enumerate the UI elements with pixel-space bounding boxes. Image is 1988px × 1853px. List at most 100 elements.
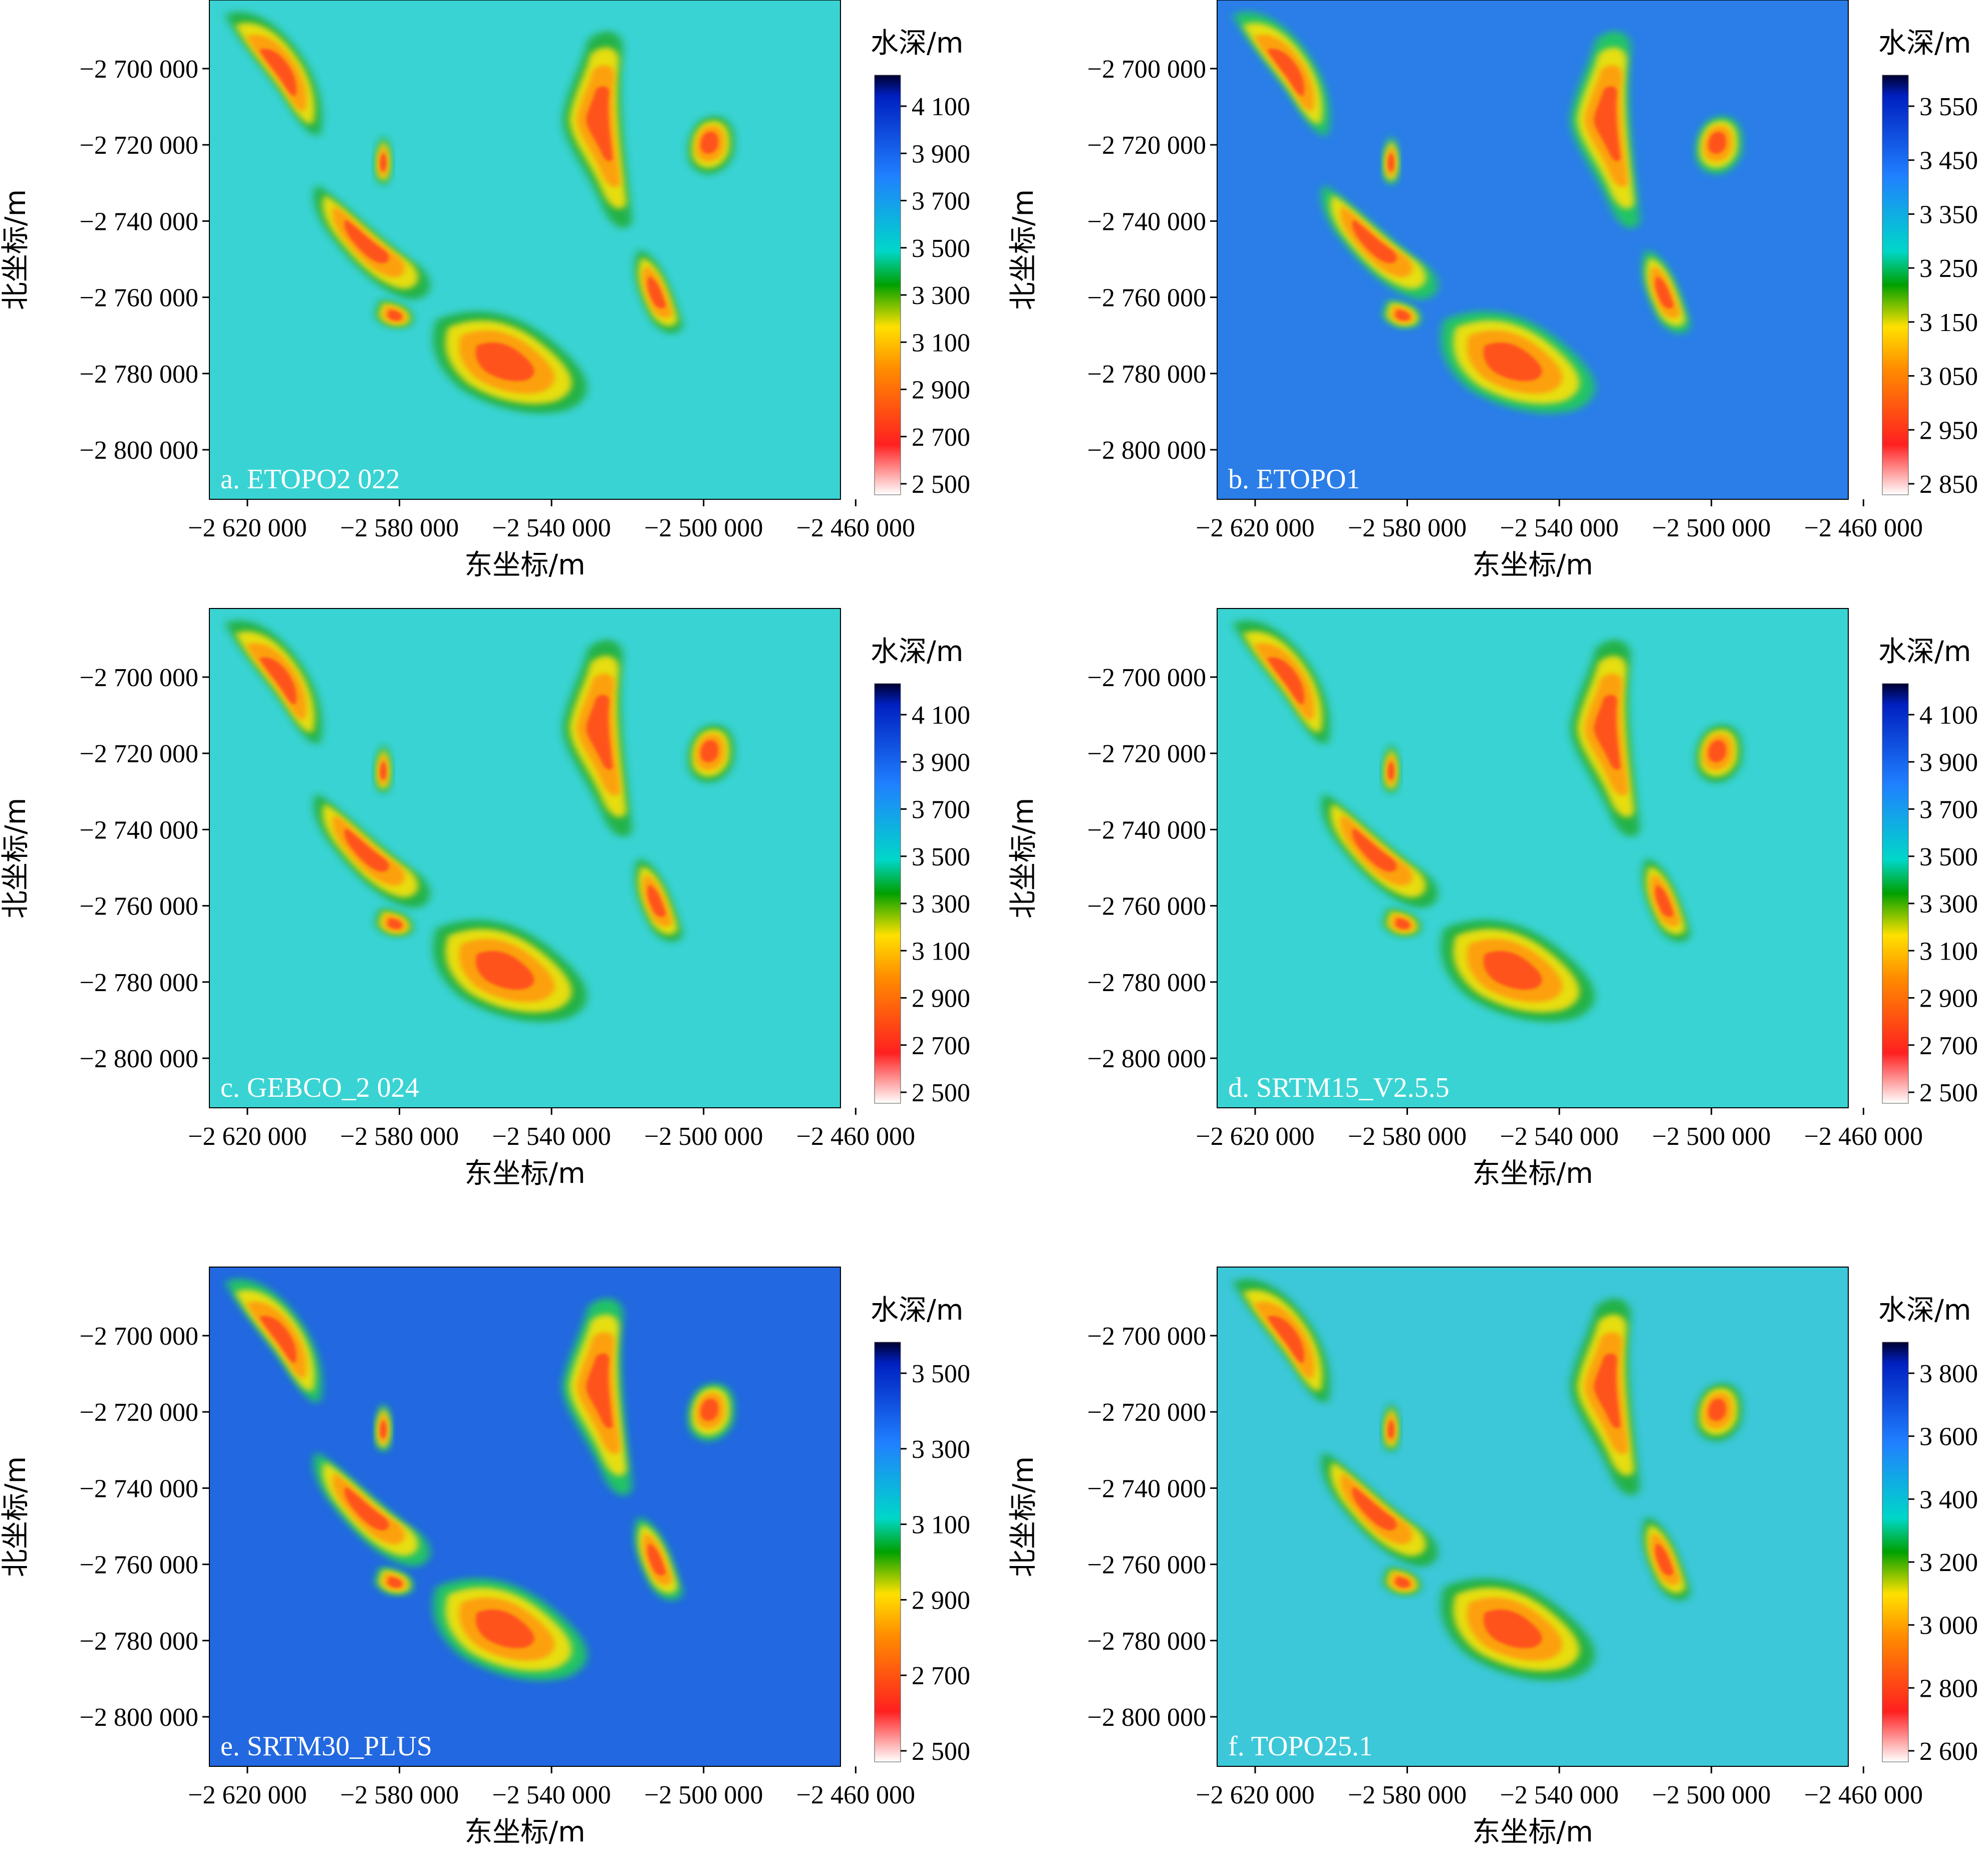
colorbar-tick-label: 2 850 (1919, 470, 1978, 499)
y-tick-label: −2 700 000 (1087, 664, 1206, 692)
y-tick-label: −2 800 000 (1087, 1045, 1206, 1073)
x-tick-label: −2 500 000 (1652, 1781, 1771, 1809)
seamount-shape (1267, 657, 1304, 705)
seamount-shape (700, 132, 718, 154)
x-tick-label: −2 620 000 (188, 1781, 307, 1809)
colorbar-tick-label: 3 500 (912, 843, 970, 871)
x-axis-title: 东坐标/m (464, 1157, 585, 1190)
seamount-shape (475, 951, 534, 990)
y-axis-title: 北坐标/m (0, 798, 32, 918)
colorbar-tick-label: 2 500 (912, 1737, 970, 1766)
seamount-shape (1352, 219, 1397, 263)
colorbar-tick-label: 2 950 (1919, 416, 1978, 445)
panel-label: c. GEBCO_2 024 (220, 1072, 419, 1103)
seamount-shape (1655, 885, 1674, 917)
seamount-shape (700, 1399, 718, 1421)
colorbar-tick-label: 3 250 (1919, 254, 1978, 283)
x-tick-label: −2 580 000 (1348, 514, 1467, 542)
seamount-shape (700, 740, 718, 763)
x-tick-label: −2 540 000 (492, 1781, 611, 1809)
x-tick-label: −2 540 000 (1500, 514, 1618, 542)
y-tick-label: −2 760 000 (1087, 892, 1206, 921)
colorbar (1882, 683, 1909, 1104)
seamount-shape (1387, 1419, 1394, 1439)
y-tick-label: −2 720 000 (80, 1398, 198, 1427)
y-tick-label: −2 760 000 (80, 284, 198, 313)
seamount-shape (475, 342, 534, 382)
x-tick-label: −2 580 000 (1348, 1122, 1467, 1151)
seamount-shape (1395, 918, 1410, 930)
x-tick-label: −2 580 000 (340, 1781, 459, 1809)
y-tick-label: −2 720 000 (1087, 740, 1206, 768)
x-tick-label: −2 460 000 (796, 514, 915, 542)
seamount-shape (387, 310, 402, 321)
y-tick-label: −2 780 000 (80, 969, 198, 997)
map-panel: a. ETOPO2 022 −2 620 000 −2 580 000 −2 540 … (0, 0, 970, 581)
x-axis-title: 东坐标/m (464, 1816, 585, 1848)
seamount-shape (1655, 1543, 1674, 1576)
bathymetry-raster (209, 608, 840, 1108)
colorbar-title: 水深/m (1878, 1294, 1971, 1327)
seamount-shape (1594, 86, 1621, 161)
y-tick-label: −2 780 000 (1087, 360, 1206, 389)
map-panel: c. GEBCO_2 024 −2 620 000 −2 580 000 −2 540… (0, 608, 970, 1190)
seamount-shape (1352, 1486, 1397, 1530)
plot-frame (1217, 1267, 1849, 1767)
panel-label: a. ETOPO2 022 (220, 464, 400, 495)
colorbar-tick-label: 2 800 (1919, 1674, 1978, 1703)
plot-frame (209, 1267, 841, 1767)
panel-label: b. ETOPO1 (1228, 464, 1360, 495)
seamount-shape (1395, 1577, 1410, 1588)
seamount-shape (344, 1486, 389, 1530)
seamount-shape (1395, 310, 1410, 321)
colorbar-tick-label: 2 900 (1919, 985, 1978, 1013)
y-tick-label: −2 700 000 (80, 55, 198, 84)
plot-frame (209, 608, 841, 1108)
x-axis-title: 东坐标/m (1472, 549, 1593, 581)
x-tick-label: −2 500 000 (644, 514, 763, 542)
y-tick-label: −2 800 000 (80, 1045, 198, 1073)
y-tick-label: −2 720 000 (80, 131, 198, 160)
plot-frame (1217, 608, 1849, 1108)
x-axis-title: 东坐标/m (464, 549, 585, 581)
colorbar-tick-label: 3 300 (912, 890, 970, 918)
x-tick-label: −2 620 000 (188, 1122, 307, 1151)
y-tick-label: −2 780 000 (1087, 969, 1206, 997)
y-tick-label: −2 740 000 (1087, 207, 1206, 236)
seamount-shape (344, 828, 389, 872)
colorbar-tick-label: 3 000 (1919, 1612, 1978, 1640)
seamount-shape (475, 1609, 534, 1649)
colorbar-tick-label: 3 200 (1919, 1549, 1978, 1577)
seamount-shape (387, 1577, 402, 1588)
bathymetry-raster (1217, 608, 1848, 1108)
x-tick-label: −2 460 000 (1804, 1781, 1923, 1809)
x-tick-label: −2 540 000 (492, 514, 611, 542)
colorbar (874, 75, 901, 495)
y-tick-label: −2 740 000 (80, 207, 198, 236)
colorbar (1882, 1342, 1909, 1762)
seamount-shape (1594, 695, 1621, 770)
y-tick-label: −2 740 000 (80, 816, 198, 844)
y-axis-title: 北坐标/m (1007, 798, 1040, 918)
panel-label: f. TOPO25.1 (1228, 1731, 1373, 1762)
colorbar (874, 1342, 901, 1762)
y-tick-label: −2 700 000 (80, 664, 198, 692)
colorbar-tick-label: 3 450 (1919, 147, 1978, 175)
bathymetry-raster (1217, 1267, 1848, 1766)
y-tick-label: −2 720 000 (80, 740, 198, 768)
seamount-shape (586, 695, 613, 770)
colorbar-tick-label: 3 100 (912, 329, 970, 357)
bathymetry-raster (1217, 0, 1848, 499)
colorbar-tick-label: 4 100 (912, 93, 970, 121)
map-panel: d. SRTM15_V2.5.5 −2 620 000 −2 580 000 −2 5… (1007, 608, 1978, 1190)
seamount-shape (1483, 342, 1542, 382)
x-tick-label: −2 540 000 (1500, 1122, 1618, 1151)
seamount-shape (1352, 828, 1397, 872)
seamount-shape (647, 885, 666, 917)
seamount-shape (647, 1543, 666, 1576)
panel-label: d. SRTM15_V2.5.5 (1228, 1072, 1450, 1103)
y-tick-label: −2 800 000 (1087, 1703, 1206, 1732)
y-tick-label: −2 700 000 (1087, 1322, 1206, 1351)
y-tick-label: −2 800 000 (1087, 436, 1206, 465)
